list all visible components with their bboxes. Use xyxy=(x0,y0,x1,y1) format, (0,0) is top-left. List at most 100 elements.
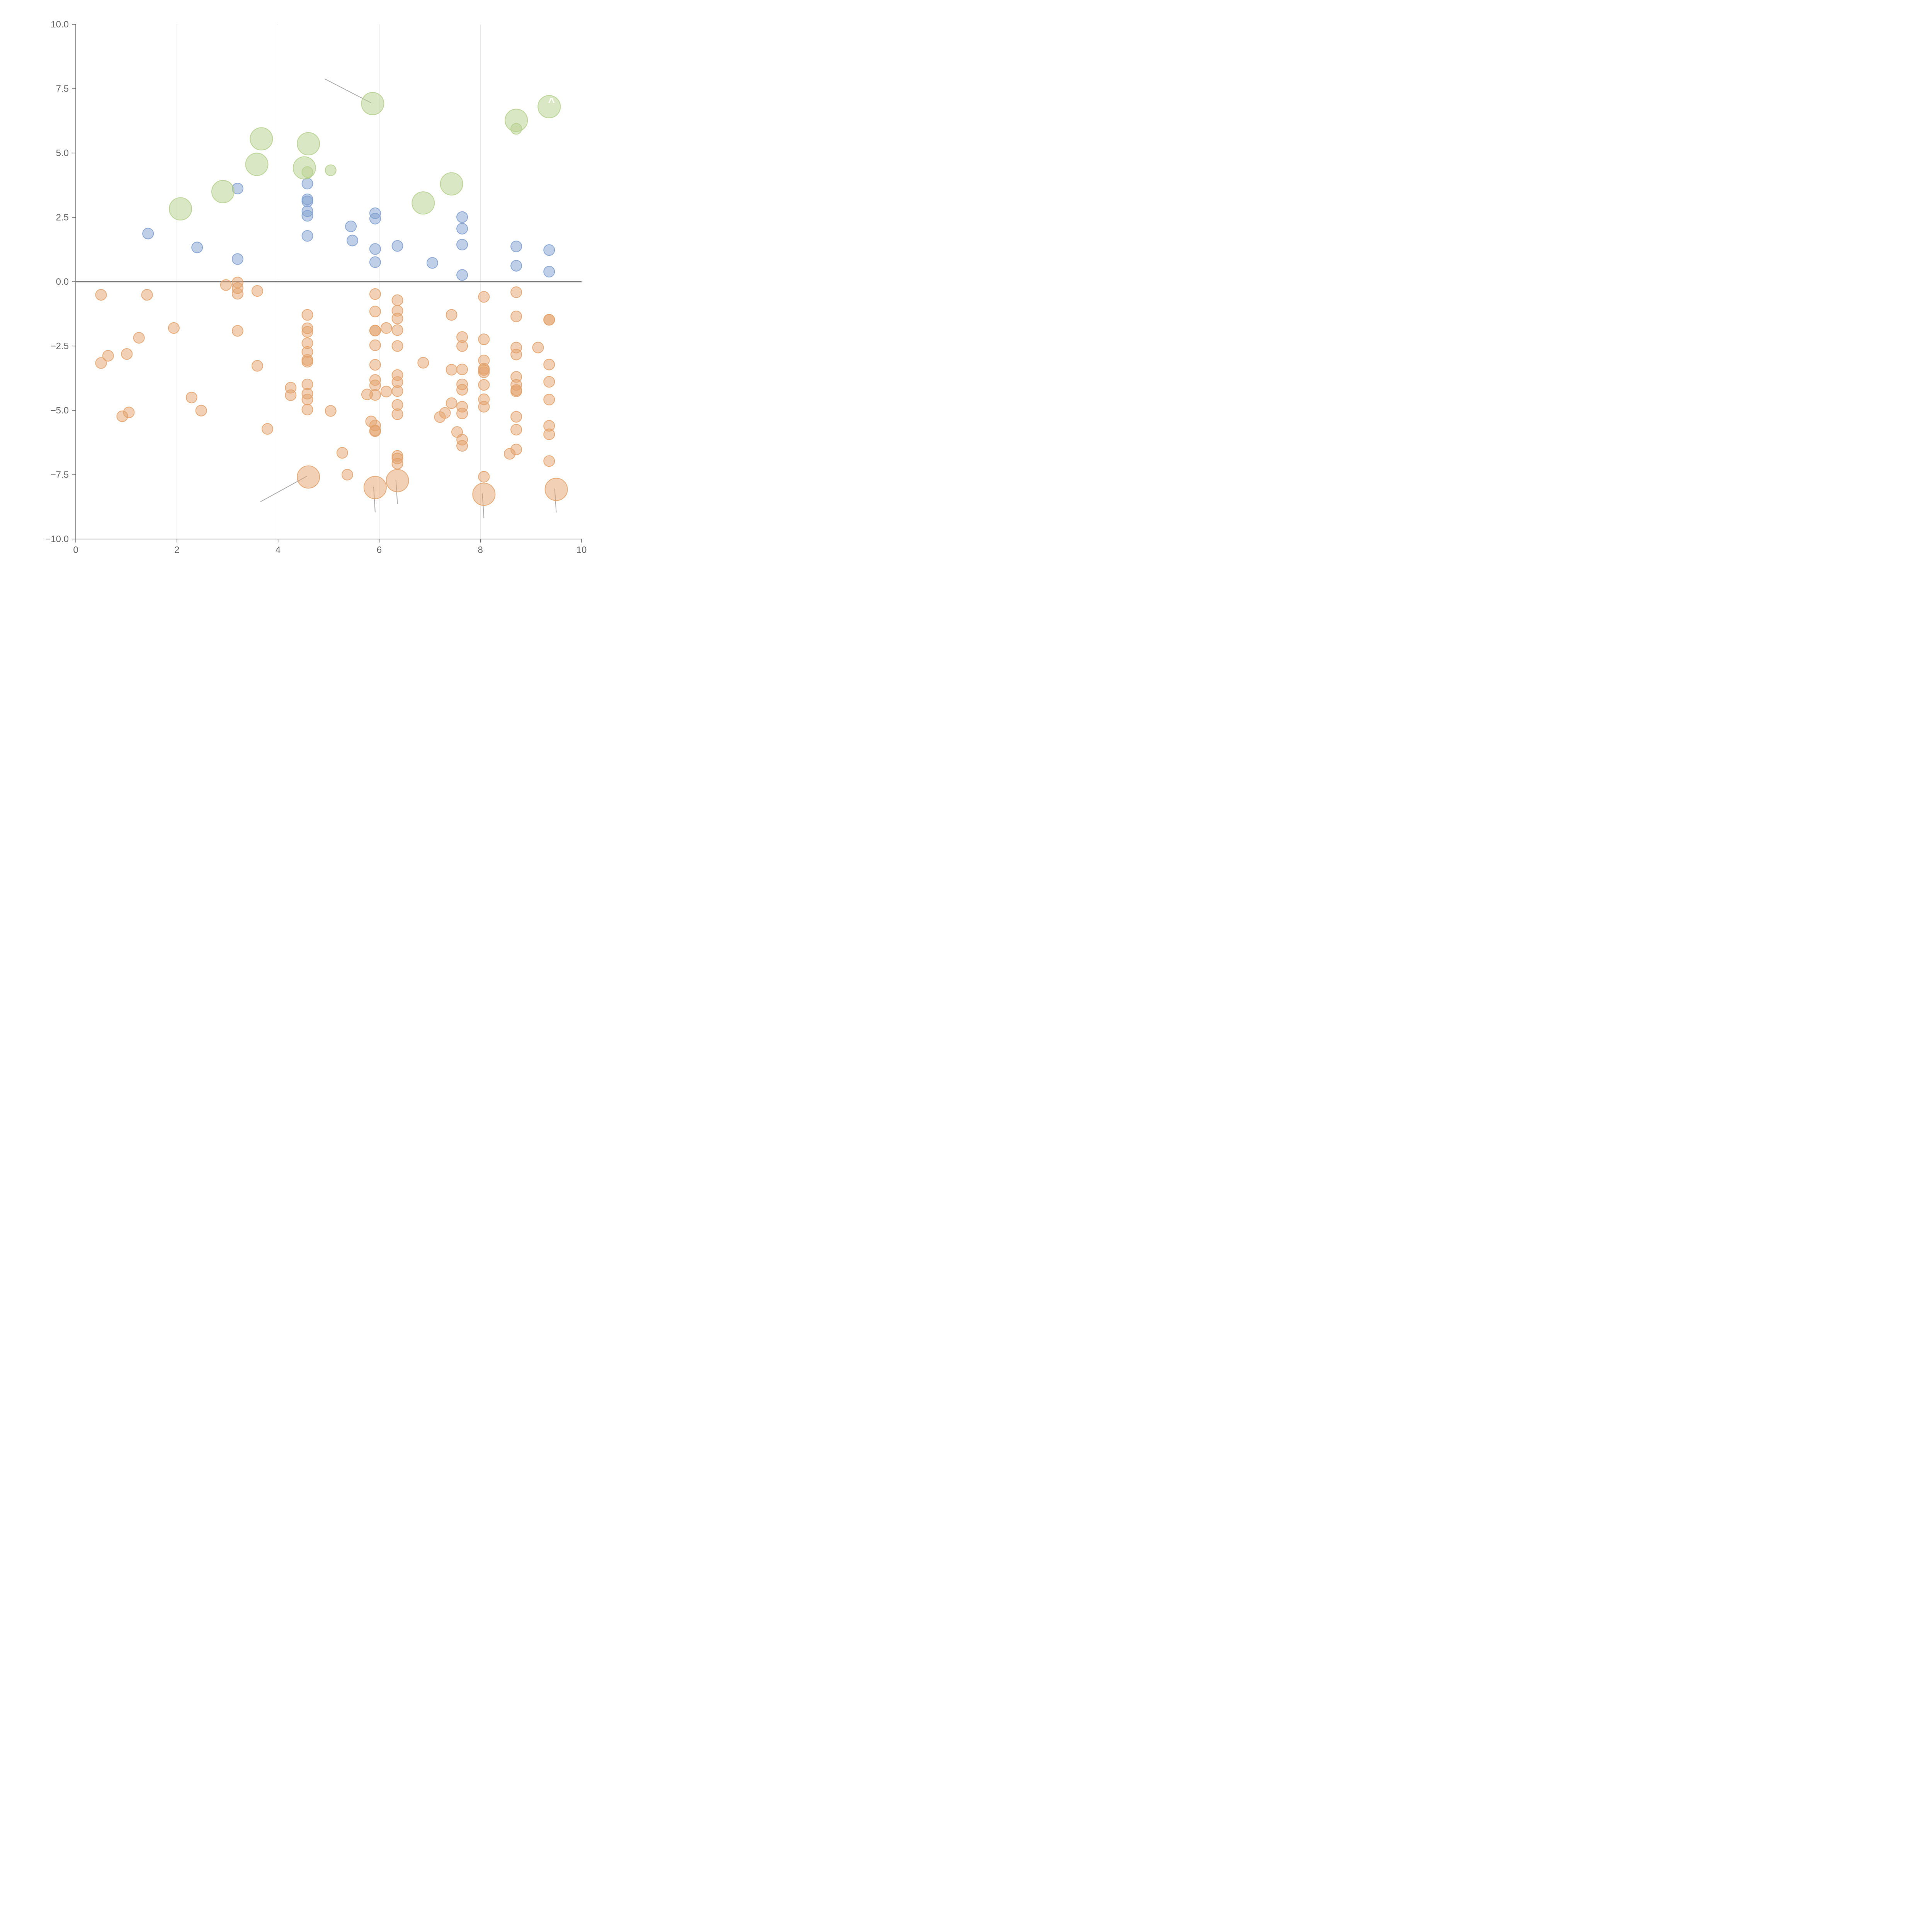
point-positive xyxy=(301,196,313,207)
y-tick-label: 7.5 xyxy=(56,84,69,94)
point-negative xyxy=(478,379,490,391)
point-upper-highlight xyxy=(440,172,463,196)
point-negative xyxy=(446,309,457,321)
point-negative xyxy=(456,364,468,376)
point-negative xyxy=(543,394,555,406)
point-negative xyxy=(510,423,522,435)
y-tick-label: 0.0 xyxy=(56,277,69,287)
point-negative xyxy=(446,364,457,376)
point-positive xyxy=(142,228,154,240)
axes xyxy=(75,24,582,539)
point-negative xyxy=(456,440,468,452)
point-upper-highlight xyxy=(168,197,192,221)
ticks: 0 2 4 6 8 10 −10.0 −7.5 −5.0 −2.5 0.0 2.5 5.0 7.5 10.0 xyxy=(45,19,587,555)
point-positive xyxy=(347,235,359,247)
point-positive xyxy=(369,213,381,224)
point-positive xyxy=(456,239,468,251)
point-negative xyxy=(251,360,263,372)
point-positive xyxy=(510,240,522,252)
annotations: ^ xyxy=(548,96,555,109)
y-tick-label: 10.0 xyxy=(51,19,69,30)
point-negative xyxy=(341,469,353,481)
y-tick-label: 5.0 xyxy=(56,148,69,158)
point-lower-highlight xyxy=(472,483,496,506)
point-negative xyxy=(301,404,313,416)
point-negative xyxy=(301,326,313,338)
point-negative xyxy=(168,322,180,334)
point-negative xyxy=(478,366,490,378)
point-negative xyxy=(510,349,522,361)
point-negative xyxy=(510,286,522,298)
point-negative xyxy=(543,428,555,440)
point-negative xyxy=(478,333,490,345)
annotation-label: ^ xyxy=(548,96,555,109)
point-negative xyxy=(369,339,381,351)
point-negative xyxy=(510,385,522,397)
point-positive xyxy=(456,211,468,223)
point-negative xyxy=(510,411,522,423)
point-negative xyxy=(532,342,544,354)
point-negative xyxy=(301,309,313,321)
point-positive xyxy=(191,242,203,253)
point-negative xyxy=(391,294,403,306)
point-negative xyxy=(133,332,145,344)
point-negative xyxy=(285,389,297,401)
point-negative xyxy=(510,310,522,322)
point-negative xyxy=(185,391,197,403)
point-upper-highlight-small xyxy=(325,164,337,176)
point-negative xyxy=(456,407,468,419)
point-negative xyxy=(417,357,429,369)
point-lower-highlight xyxy=(297,465,320,489)
point-negative xyxy=(510,444,522,456)
point-upper-highlight-small xyxy=(510,123,522,135)
data-points xyxy=(95,92,568,506)
point-lower-highlight xyxy=(386,469,409,492)
point-lower-highlight xyxy=(363,476,387,499)
point-negative xyxy=(391,385,403,397)
point-negative xyxy=(391,408,403,420)
point-positive xyxy=(543,266,555,278)
point-negative xyxy=(391,313,403,325)
point-negative xyxy=(369,359,381,371)
point-negative xyxy=(102,350,114,362)
point-upper-highlight xyxy=(361,92,384,116)
point-negative xyxy=(446,397,457,409)
x-tick-label: 0 xyxy=(73,545,78,555)
x-tick-label: 2 xyxy=(174,545,179,555)
scatter-chart: 0 2 4 6 8 10 −10.0 −7.5 −5.0 −2.5 0.0 2.5 5.0 7.5 10.0… xyxy=(45,19,587,555)
point-negative xyxy=(336,447,348,459)
point-negative xyxy=(231,288,243,300)
point-negative xyxy=(543,314,555,326)
point-negative xyxy=(369,306,381,318)
x-tick-label: 10 xyxy=(577,545,587,555)
point-positive xyxy=(301,178,313,190)
point-positive xyxy=(510,260,522,272)
x-tick-label: 6 xyxy=(377,545,382,555)
point-negative xyxy=(121,348,133,360)
point-negative xyxy=(123,406,135,418)
point-upper-highlight xyxy=(297,132,320,156)
point-positive xyxy=(456,223,468,235)
point-negative xyxy=(301,356,313,368)
point-negative xyxy=(251,285,263,297)
point-negative xyxy=(543,376,555,388)
point-negative xyxy=(369,389,381,401)
point-upper-highlight xyxy=(412,191,435,215)
point-positive xyxy=(301,210,313,222)
point-positive xyxy=(369,256,381,268)
point-positive xyxy=(369,243,381,255)
point-negative xyxy=(95,289,107,301)
point-positive xyxy=(391,240,403,252)
point-lower-highlight xyxy=(544,478,568,501)
point-negative xyxy=(369,325,381,337)
point-upper-highlight xyxy=(250,127,273,151)
point-positive xyxy=(543,244,555,256)
point-negative xyxy=(391,340,403,352)
y-tick-label: −10.0 xyxy=(45,534,69,544)
point-negative xyxy=(391,457,403,469)
point-negative xyxy=(369,425,381,437)
point-negative xyxy=(456,340,468,352)
point-negative xyxy=(543,455,555,467)
point-negative xyxy=(195,405,207,417)
point-negative xyxy=(231,325,243,337)
